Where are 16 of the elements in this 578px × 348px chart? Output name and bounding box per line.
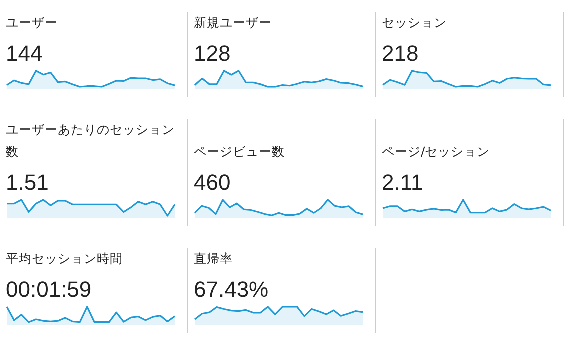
chart-subtitle: 128 [194, 41, 232, 67]
chart-title: セッション [382, 14, 447, 32]
chart-title: 直帰率 [194, 250, 233, 268]
chart-subtitle: 1.51 [6, 170, 50, 196]
chart-subtitle: 218 [382, 41, 420, 67]
chart-subtitle: 460 [194, 170, 232, 196]
chart-title: ページビュー数 [194, 143, 285, 161]
chart-title: ユーザーあたりのセッション数 [6, 121, 175, 161]
chart-subtitle: 2.11 [382, 170, 424, 196]
chart-title: ユーザー [6, 14, 58, 32]
chart-title: 平均セッション時間 [6, 250, 123, 268]
chart-subtitle: 67.43% [194, 277, 270, 303]
chart-subtitle: 144 [6, 41, 44, 67]
chart-title: 新規ユーザー [194, 14, 272, 32]
chart-title: ページ/セッション [382, 143, 490, 161]
chart-subtitle: 00:01:59 [6, 277, 93, 303]
